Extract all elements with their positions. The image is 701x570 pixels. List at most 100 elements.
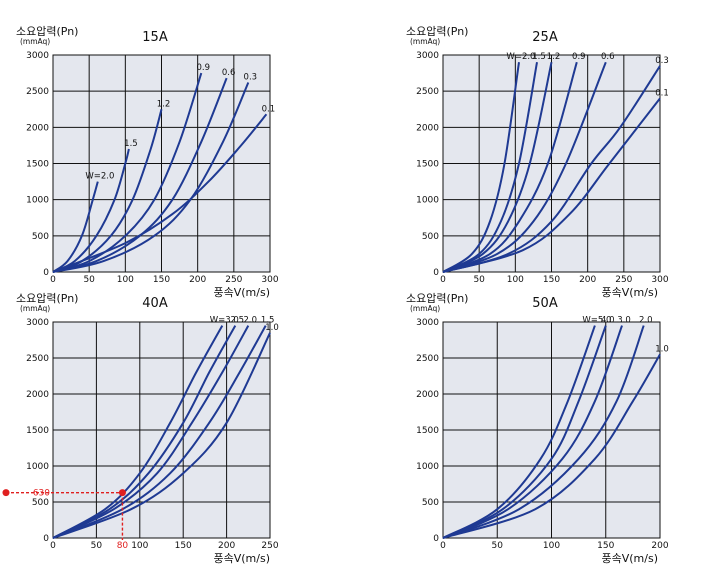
y-tick-label: 500	[422, 498, 439, 508]
series-line-30	[442, 325, 623, 539]
y-axis-unit: (mmAq)	[20, 304, 50, 313]
series-label: 1.2	[157, 99, 171, 109]
y-tick-label: 1500	[26, 426, 49, 436]
reading-y-value: 630	[33, 489, 50, 499]
series-label: 0.1	[655, 88, 669, 98]
series-label: 0.9	[572, 52, 586, 62]
y-axis-unit: (mmAq)	[20, 37, 50, 46]
series-line-25	[52, 325, 237, 539]
series-line-06	[442, 61, 607, 273]
series-line-40	[442, 325, 607, 539]
plot-frame	[442, 321, 661, 539]
series-line-W50	[442, 325, 596, 539]
y-tick-label: 1500	[416, 160, 439, 170]
x-tick-label: 100	[543, 541, 560, 551]
y-tick-label: 2500	[416, 87, 439, 97]
y-tick-label: 1500	[26, 160, 49, 170]
y-tick-label: 500	[32, 498, 49, 508]
series-label: 0.1	[262, 104, 276, 114]
y-tick-label: 1000	[416, 196, 439, 206]
y-tick-label: 2000	[26, 390, 49, 400]
x-tick-label: 200	[189, 275, 206, 285]
series-line-W20	[52, 181, 99, 273]
y-tick-label: 2000	[416, 390, 439, 400]
series-line-15	[442, 62, 538, 273]
chart-panel-25a: 0 50 100 150 200 250 3000500100015002000250030…	[406, 25, 669, 299]
y-axis-label: 소요압력(Pn)	[406, 25, 468, 38]
series-line-01	[52, 113, 268, 273]
reading-start-dot	[2, 489, 10, 497]
x-tick-label: 0	[50, 541, 56, 551]
x-tick-label: 150	[153, 275, 170, 285]
series-label: 0.6	[601, 52, 615, 62]
x-tick-label: 200	[579, 275, 596, 285]
series-label: 0.9	[197, 63, 211, 73]
series-label: 0.3	[655, 56, 669, 66]
x-tick-label: 0	[50, 275, 56, 285]
y-tick-label: 3000	[416, 51, 439, 61]
series-line-10	[442, 353, 661, 539]
plot-frame	[52, 321, 271, 539]
x-axis-label: 풍속V(m/s)	[213, 286, 270, 299]
series-line-03	[52, 82, 250, 273]
y-axis-label: 소요압력(Pn)	[16, 292, 78, 305]
x-tick-label: 100	[131, 541, 148, 551]
y-tick-label: 1000	[26, 462, 49, 472]
plot-frame	[52, 54, 271, 273]
y-axis-label: 소요압력(Pn)	[406, 292, 468, 305]
series-label: 3.0	[617, 316, 631, 326]
series-label: 1.2	[547, 52, 561, 62]
x-tick-label: 250	[615, 275, 632, 285]
y-tick-label: 2000	[26, 123, 49, 133]
series-label: W=5.0	[582, 316, 611, 326]
y-tick-label: 500	[32, 232, 49, 242]
series-label: W=2.0	[85, 172, 114, 182]
x-tick-label: 200	[218, 541, 235, 551]
series-label: 1.5	[261, 316, 275, 326]
y-tick-label: 0	[433, 268, 439, 278]
x-tick-label: 100	[117, 275, 134, 285]
y-axis-unit: (mmAq)	[410, 304, 440, 313]
series-label: 1.0	[655, 344, 669, 354]
chart-title: 50A	[532, 296, 558, 311]
x-tick-label: 150	[597, 541, 614, 551]
chart-title: 25A	[532, 30, 558, 45]
y-axis-unit: (mmAq)	[410, 37, 440, 46]
x-axis-label: 풍속V(m/s)	[213, 552, 270, 565]
x-tick-label: 250	[225, 275, 242, 285]
y-tick-label: 1000	[416, 462, 439, 472]
series-line-06	[52, 77, 228, 273]
reading-x-value: 80	[117, 541, 129, 551]
series-label: 1.0	[265, 323, 279, 333]
chart-title: 15A	[142, 30, 168, 45]
x-tick-label: 200	[651, 541, 668, 551]
series-label: 2.0	[244, 316, 258, 326]
x-axis-label: 풍속V(m/s)	[601, 286, 658, 299]
x-tick-label: 50	[473, 275, 485, 285]
y-tick-label: 500	[422, 232, 439, 242]
chart-panel-15a: 0 50 100 150 200 250 3000500100015002000250030…	[16, 25, 279, 299]
series-label: 1.5	[532, 52, 546, 62]
y-tick-label: 1500	[416, 426, 439, 436]
y-tick-label: 2500	[416, 354, 439, 364]
y-tick-label: 3000	[26, 318, 49, 328]
series-label: W=2.0	[506, 52, 535, 62]
y-axis-label: 소요압력(Pn)	[16, 25, 78, 38]
y-tick-label: 0	[43, 534, 49, 544]
series-label: 4.0	[601, 316, 615, 326]
series-line-20	[52, 325, 250, 539]
series-line-01	[442, 97, 661, 273]
chart-title: 40A	[142, 296, 168, 311]
x-tick-label: 300	[651, 275, 668, 285]
x-tick-label: 100	[507, 275, 524, 285]
y-tick-label: 2500	[26, 87, 49, 97]
y-tick-label: 2500	[26, 354, 49, 364]
series-line-09	[52, 72, 203, 273]
series-label: 2.5	[231, 316, 245, 326]
x-tick-label: 50	[83, 275, 95, 285]
plot-frame	[442, 54, 661, 273]
series-label: 1.5	[124, 139, 138, 149]
